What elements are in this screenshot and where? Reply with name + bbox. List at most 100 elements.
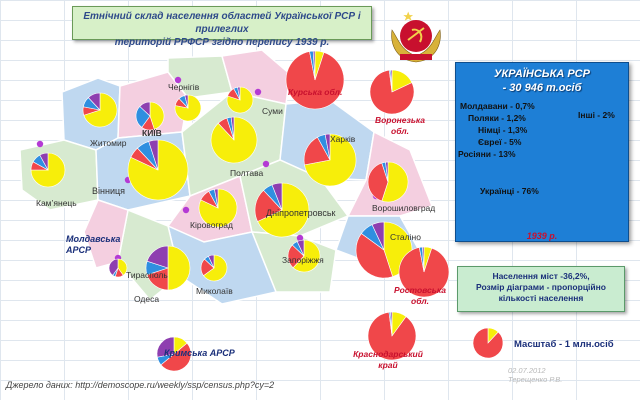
- region-pie-slice: [292, 239, 321, 273]
- region-pie: [200, 254, 228, 282]
- region-pie-slice: [214, 188, 219, 209]
- region-pie-slice: [367, 162, 389, 202]
- label-moldavian-assr: Молдавська АРСР: [66, 234, 121, 255]
- author-date: 02.07.2012: [508, 366, 546, 375]
- region-pie-slice: [422, 246, 425, 273]
- region-pie: [82, 92, 118, 128]
- region-pie: [174, 94, 202, 122]
- region-pie: [108, 258, 128, 278]
- region-pie-slice: [108, 258, 119, 276]
- region-pie: [367, 311, 417, 361]
- city-dot: [262, 160, 270, 168]
- region-pie-slice: [271, 182, 283, 211]
- note-box: Населення міст -36,2%, Розмір діаграми -…: [457, 266, 625, 312]
- note-urban: Населення міст -36,2%,: [492, 271, 590, 281]
- label-poltava: Полтава: [230, 168, 264, 178]
- label-krasnodar: Краснодарський край: [353, 349, 423, 370]
- region-pie-slice: [83, 92, 118, 128]
- region-pie-slice: [160, 342, 192, 372]
- region-pie-slice: [139, 101, 151, 117]
- region-pie: [287, 239, 321, 273]
- scale-pie: [472, 327, 504, 359]
- scale-label: Масштаб - 1 млн.осіб: [514, 339, 614, 350]
- region-pie-slice: [381, 161, 409, 203]
- region-pie: [127, 139, 189, 201]
- label-odesa: Одеса: [134, 294, 160, 304]
- region-pie-slice: [296, 239, 305, 257]
- label-voronezh: Воронезька обл.: [374, 115, 426, 136]
- ussr-label-others: Інші - 2%: [578, 110, 615, 120]
- ussr-population: - 30 946 т.осіб: [502, 82, 582, 94]
- title-box: Етнічний склад населення областей Україн…: [72, 6, 372, 48]
- region-pie-slice: [117, 258, 128, 276]
- region-pie: [30, 152, 66, 188]
- label-kirovohrad: Кіровоград: [190, 220, 233, 230]
- region-pie-slice: [230, 116, 235, 141]
- city-dot: [254, 88, 262, 96]
- ussr-label-poles: Поляки - 1,2%: [468, 113, 526, 123]
- region-pies: [30, 50, 450, 372]
- label-dnipropetrovsk: Дніпропетровськ: [266, 208, 336, 218]
- label-voroshylovhrad: Ворошиловград: [372, 203, 436, 213]
- region-pie: [145, 245, 191, 291]
- region-pie-slice: [39, 152, 49, 171]
- ussr-emblem-icon: [391, 11, 441, 63]
- label-tyraspol: Тирасполь: [126, 270, 168, 280]
- region-pie-slice: [312, 50, 316, 81]
- title-line-2: територій РРФСР згідно перепису 1939 р.: [114, 37, 330, 48]
- scale-pie-slice: [472, 327, 504, 359]
- region-pie: [210, 116, 258, 164]
- ussr-label-ukrainians: Українці - 76%: [480, 186, 539, 196]
- region-pie: [367, 161, 409, 203]
- ussr-label-jews: Євреї - 5%: [478, 137, 522, 147]
- label-rostov: Ростовська обл.: [394, 285, 446, 306]
- region-pie-slice: [390, 311, 393, 337]
- note-size: Розмір діаграми - пропорційно: [476, 282, 606, 292]
- label-mykolaiv: Миколаїв: [196, 286, 233, 296]
- ussr-label-russians: Росіяни - 13%: [458, 149, 516, 159]
- region-pie-slice: [156, 336, 175, 358]
- ussr-title: УКРАЇНСЬКА РСР: [494, 68, 590, 80]
- region-pie-slice: [149, 101, 165, 130]
- city-dot: [174, 76, 182, 84]
- author-stamp: 02.07.2012 Терещенко Р.В.: [508, 366, 562, 384]
- ussr-summary-box: УКРАЇНСЬКА РСР - 30 946 т.осіб 1939 р.: [455, 62, 629, 242]
- ussr-label-germans: Німці - 1,3%: [478, 125, 528, 135]
- region-pie: [303, 133, 357, 187]
- region-pie-slice: [355, 233, 394, 279]
- label-kyiv: КИЇВ: [142, 128, 162, 138]
- region-pie-slice: [367, 311, 417, 361]
- label-kharkiv: Харків: [330, 134, 356, 144]
- label-kamianets: Кам’янець: [36, 198, 77, 208]
- label-stalino: Сталіно: [390, 232, 421, 242]
- region-shape: [167, 55, 233, 99]
- region-pie-slice: [390, 69, 393, 93]
- ussr-label-moldavians: Молдавани - 0,7%: [460, 101, 535, 111]
- region-pie-slice: [208, 254, 215, 269]
- data-source: Джерело даних: http://demoscope.ru/weekl…: [6, 380, 275, 390]
- region-pie-slice: [203, 254, 228, 282]
- city-dot: [296, 234, 304, 242]
- region-pie: [398, 246, 450, 298]
- note-size-cont: кількості населення: [498, 293, 584, 303]
- region-pie: [254, 182, 310, 238]
- region-pie: [156, 336, 192, 372]
- region-pie-slice: [237, 86, 241, 101]
- ussr-year: 1939 р.: [526, 231, 558, 241]
- author-name: Терещенко Р.В.: [508, 375, 563, 384]
- label-zhytomyr: Житомир: [90, 138, 127, 148]
- region-pie: [285, 50, 345, 110]
- region-pie-slice: [148, 139, 159, 171]
- region-pie-slice: [324, 133, 331, 161]
- region-pie-slice: [285, 51, 345, 110]
- region-pie-slice: [371, 221, 385, 251]
- region-pie-slice: [398, 247, 450, 298]
- label-sumy: Суми: [262, 106, 283, 116]
- city-dot: [36, 140, 44, 148]
- label-vinnytsia: Вінниця: [92, 186, 125, 196]
- label-crimean-assr: Кримська АРСР: [164, 348, 235, 358]
- region-shape: [83, 199, 129, 269]
- region-pie-slice: [127, 139, 189, 201]
- label-zaporizhzhia: Запоріжжя: [282, 255, 324, 265]
- region-pie: [369, 69, 415, 115]
